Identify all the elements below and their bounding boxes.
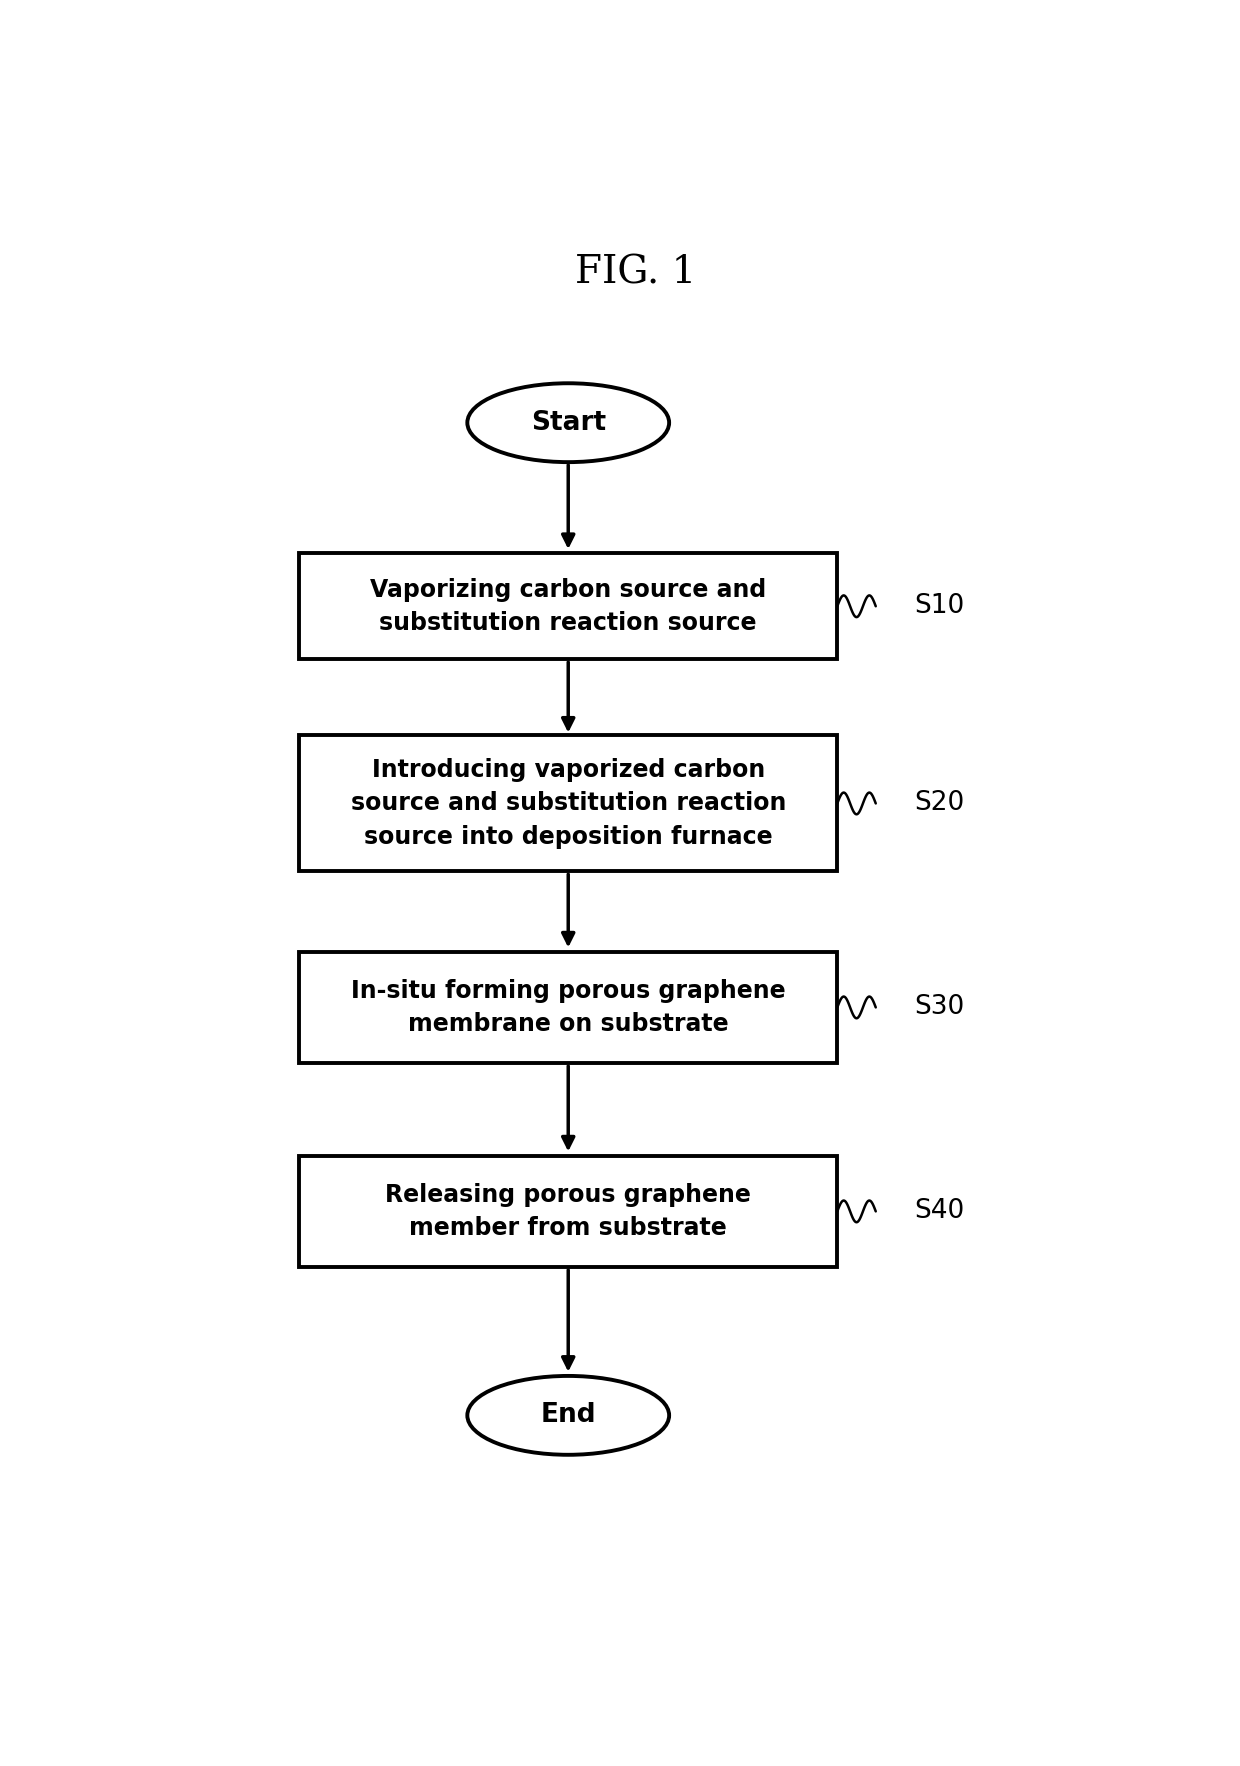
Text: Releasing porous graphene
member from substrate: Releasing porous graphene member from su… (386, 1183, 751, 1240)
FancyBboxPatch shape (299, 735, 837, 871)
Text: S10: S10 (914, 593, 965, 620)
Text: Vaporizing carbon source and
substitution reaction source: Vaporizing carbon source and substitutio… (370, 577, 766, 636)
Text: S20: S20 (914, 791, 965, 816)
Text: S40: S40 (914, 1199, 965, 1224)
Ellipse shape (467, 1376, 670, 1455)
FancyBboxPatch shape (299, 952, 837, 1063)
FancyBboxPatch shape (299, 553, 837, 659)
Text: In-situ forming porous graphene
membrane on substrate: In-situ forming porous graphene membrane… (351, 978, 786, 1037)
Text: S30: S30 (914, 994, 965, 1021)
FancyBboxPatch shape (299, 1155, 837, 1268)
Text: Start: Start (531, 410, 606, 436)
Text: Introducing vaporized carbon
source and substitution reaction
source into deposi: Introducing vaporized carbon source and … (351, 758, 786, 849)
Ellipse shape (467, 383, 670, 463)
Text: FIG. 1: FIG. 1 (575, 254, 696, 291)
Text: End: End (541, 1402, 596, 1429)
